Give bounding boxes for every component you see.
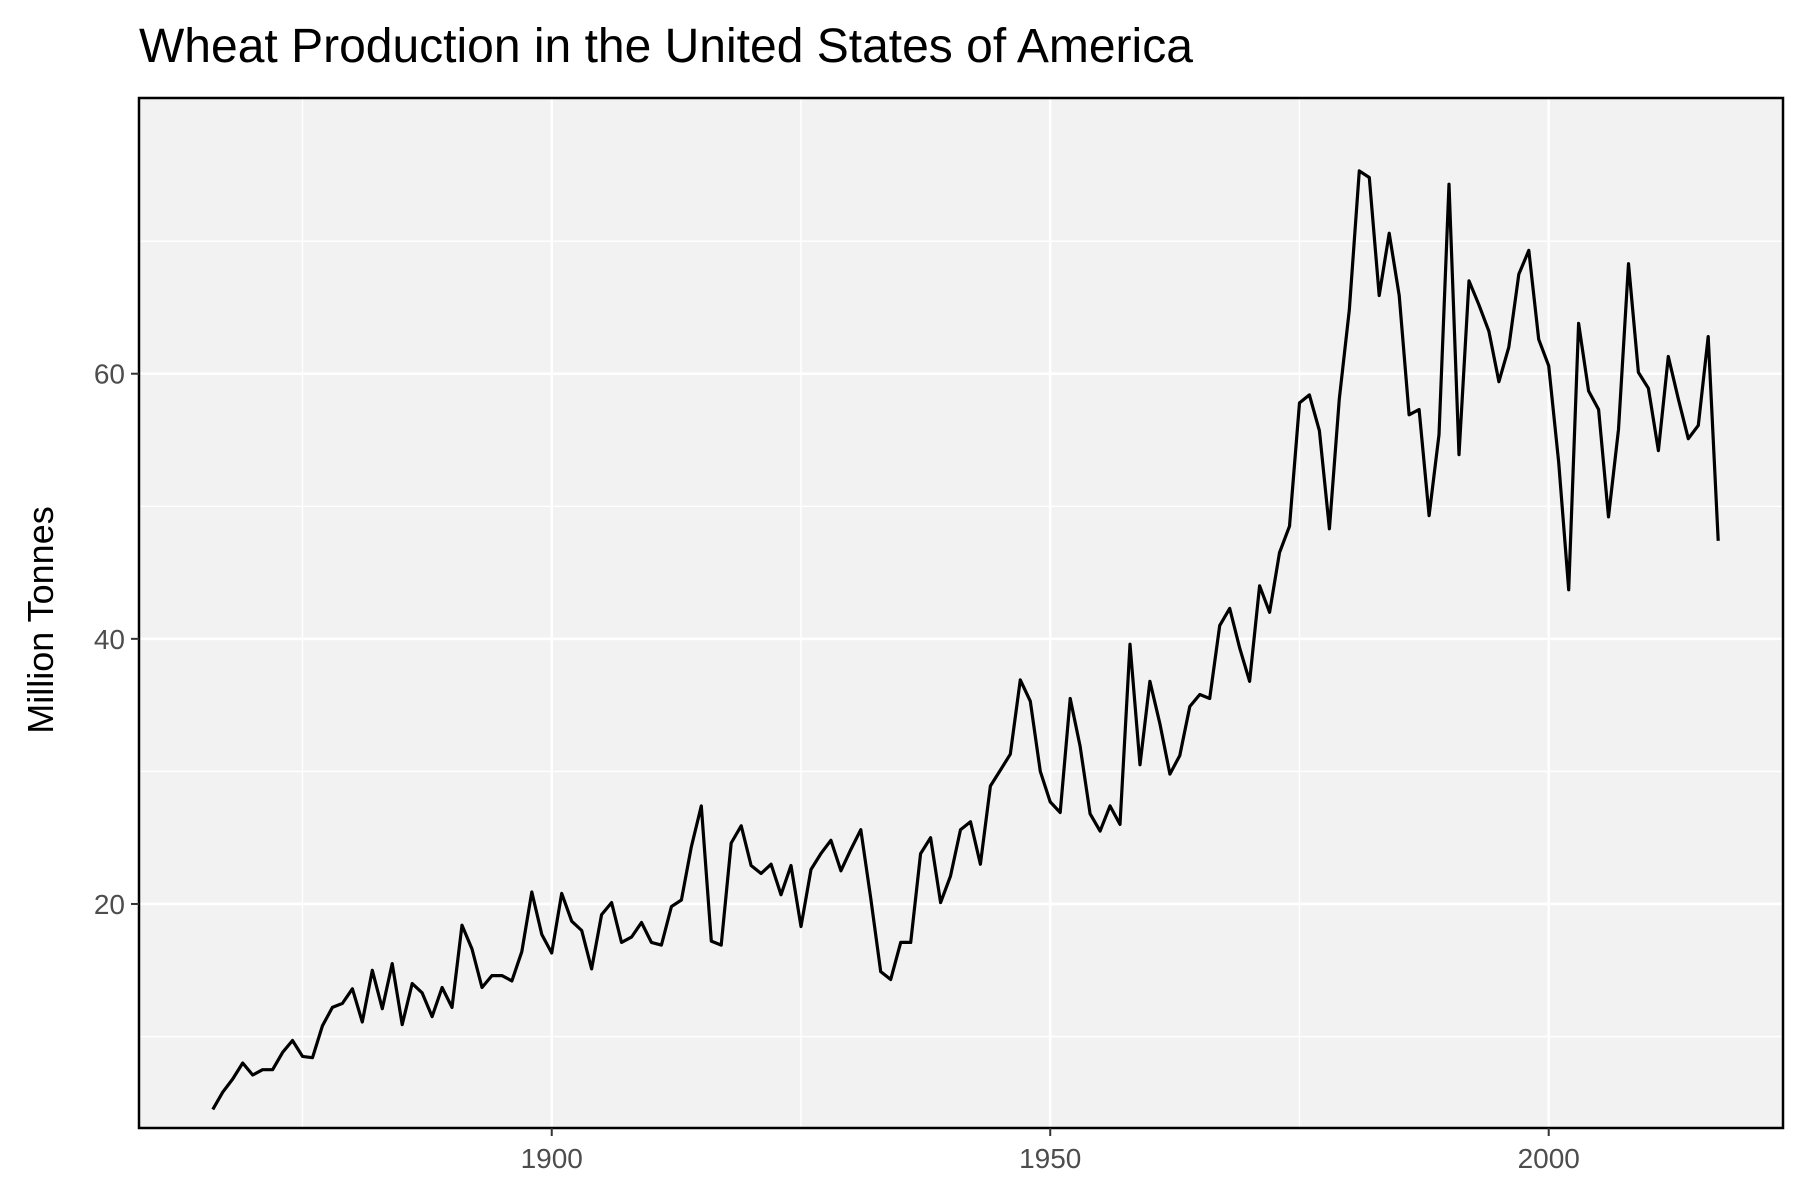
chart-title: Wheat Production in the United States of… [139,20,1193,73]
series-line [211,169,1720,1111]
x-tick-label: 1900 [521,1143,583,1174]
y-axis-label: Million Tonnes [20,506,61,733]
major-gridlines [139,98,1783,1128]
x-tick-label: 2000 [1518,1143,1580,1174]
y-tick-label: 60 [94,359,125,390]
y-tick-label: 20 [94,889,125,920]
plot-panel [139,98,1783,1128]
x-tick-label: 1950 [1019,1143,1081,1174]
y-tick-label: 40 [94,624,125,655]
minor-gridlines [139,98,1783,1128]
x-axis-ticks: 1900 1950 2000 [521,1128,1580,1174]
y-axis-ticks: 20 40 60 [94,359,139,920]
plot-border [137,96,1785,1130]
